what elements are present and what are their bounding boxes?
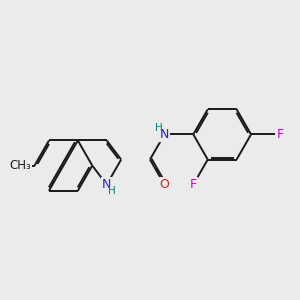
Text: F: F [190, 178, 197, 191]
Text: N: N [102, 178, 111, 191]
Text: CH₃: CH₃ [9, 159, 31, 172]
Text: F: F [276, 128, 284, 141]
Text: O: O [160, 178, 170, 191]
Text: H: H [155, 123, 163, 133]
Text: N: N [160, 128, 169, 141]
Text: H: H [108, 186, 116, 196]
